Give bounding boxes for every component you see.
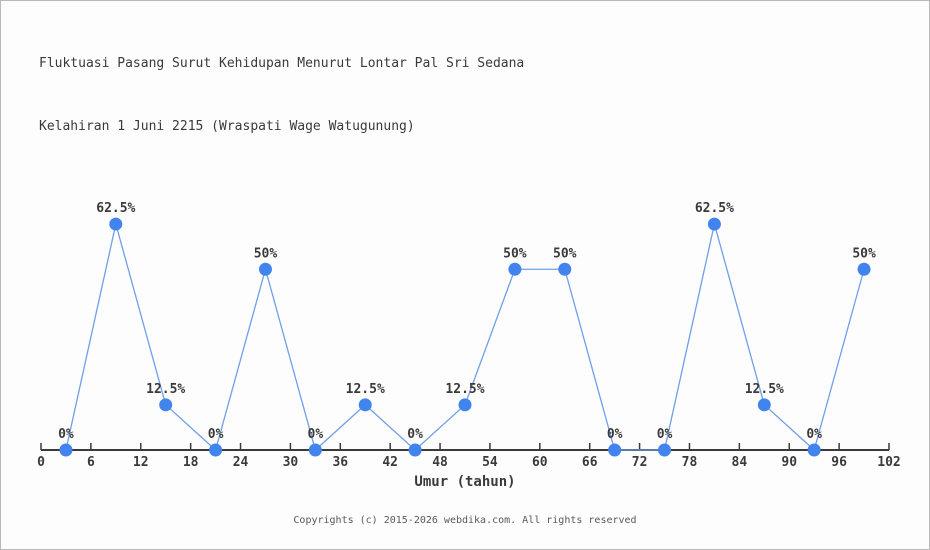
data-point-marker — [508, 262, 522, 276]
data-point-label: 12.5% — [745, 382, 784, 397]
x-axis-tick-label: 60 — [532, 455, 548, 470]
data-point-label: 50% — [553, 246, 577, 261]
data-point-marker — [458, 398, 472, 412]
data-point-label: 0% — [806, 427, 822, 442]
data-point-label: 0% — [607, 427, 623, 442]
data-point-marker — [209, 443, 223, 457]
x-axis-tick-label: 6 — [87, 455, 95, 470]
x-axis-tick-label: 96 — [831, 455, 847, 470]
data-point-label: 62.5% — [695, 201, 734, 216]
copyright-text: Copyrights (c) 2015-2026 webdika.com. Al… — [293, 515, 637, 526]
data-point-label: 50% — [503, 246, 527, 261]
data-point-label: 12.5% — [445, 382, 484, 397]
data-point-label: 0% — [308, 427, 324, 442]
data-point-marker — [308, 443, 322, 457]
data-point-marker — [807, 443, 821, 457]
x-axis-tick-label: 42 — [382, 455, 398, 470]
data-point-marker — [857, 262, 871, 276]
x-axis-tick-label: 66 — [582, 455, 598, 470]
x-axis-tick-label: 36 — [332, 455, 348, 470]
x-axis-tick-label: 48 — [432, 455, 448, 470]
data-point-marker — [608, 443, 622, 457]
data-line — [65, 223, 865, 452]
x-axis-tick-label: 102 — [877, 455, 900, 470]
data-point-marker — [558, 262, 572, 276]
x-axis-tick-label: 90 — [781, 455, 797, 470]
x-axis-tick-label: 0 — [37, 455, 45, 470]
data-point-label: 50% — [852, 246, 876, 261]
data-point-marker — [109, 217, 123, 231]
data-point-label: 12.5% — [346, 382, 385, 397]
chart-title-line1: Fluktuasi Pasang Surut Kehidupan Menurut… — [39, 56, 525, 71]
x-axis-tick-label: 54 — [482, 455, 498, 470]
data-point-label: 0% — [407, 427, 423, 442]
chart-title-line2: Kelahiran 1 Juni 2215 (Wraspati Wage Wat… — [39, 119, 415, 134]
data-point-marker — [408, 443, 422, 457]
x-axis-tick-label: 84 — [732, 455, 748, 470]
x-axis-tick-label: 18 — [183, 455, 199, 470]
data-point-label: 0% — [58, 427, 74, 442]
data-point-label: 12.5% — [146, 382, 185, 397]
data-point-marker — [757, 398, 771, 412]
data-point-label: 0% — [657, 427, 673, 442]
data-point-marker — [258, 262, 272, 276]
data-point-label: 62.5% — [96, 201, 135, 216]
x-axis-tick-label: 24 — [233, 455, 249, 470]
data-point-label: 50% — [254, 246, 278, 261]
chart-title: Fluktuasi Pasang Surut Kehidupan Menurut… — [39, 11, 524, 179]
data-point-label: 0% — [208, 427, 224, 442]
x-axis-tick-label: 78 — [682, 455, 698, 470]
data-point-marker — [707, 217, 721, 231]
data-point-marker — [358, 398, 372, 412]
x-axis-tick-label: 30 — [283, 455, 299, 470]
data-point-marker — [658, 443, 672, 457]
x-axis-tick-label: 72 — [632, 455, 648, 470]
x-axis-label: Umur (tahun) — [414, 474, 516, 490]
x-axis-tick-label: 12 — [133, 455, 149, 470]
data-point-marker — [59, 443, 73, 457]
data-point-marker — [159, 398, 173, 412]
